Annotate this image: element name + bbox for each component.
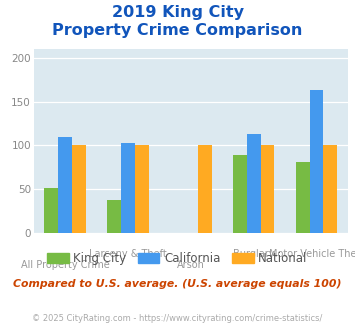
Bar — [135, 146, 149, 233]
Bar — [296, 162, 310, 233]
Bar — [233, 155, 247, 233]
Bar — [44, 188, 58, 233]
Text: Motor Vehicle Theft: Motor Vehicle Theft — [269, 249, 355, 259]
Bar — [310, 90, 323, 233]
Legend: King City, California, National: King City, California, National — [43, 248, 312, 270]
Bar — [198, 146, 212, 233]
Text: All Property Crime: All Property Crime — [21, 260, 109, 270]
Bar — [323, 146, 337, 233]
Text: Burglary: Burglary — [233, 249, 274, 259]
Text: 2019 King City: 2019 King City — [111, 5, 244, 20]
Text: Arson: Arson — [177, 260, 205, 270]
Text: © 2025 CityRating.com - https://www.cityrating.com/crime-statistics/: © 2025 CityRating.com - https://www.city… — [32, 314, 323, 323]
Text: Property Crime Comparison: Property Crime Comparison — [52, 23, 303, 38]
Text: Compared to U.S. average. (U.S. average equals 100): Compared to U.S. average. (U.S. average … — [13, 279, 342, 289]
Bar — [107, 200, 121, 233]
Bar — [72, 146, 86, 233]
Bar — [121, 143, 135, 233]
Bar — [261, 146, 274, 233]
Bar — [247, 134, 261, 233]
Text: Larceny & Theft: Larceny & Theft — [89, 249, 167, 259]
Bar — [58, 137, 72, 233]
